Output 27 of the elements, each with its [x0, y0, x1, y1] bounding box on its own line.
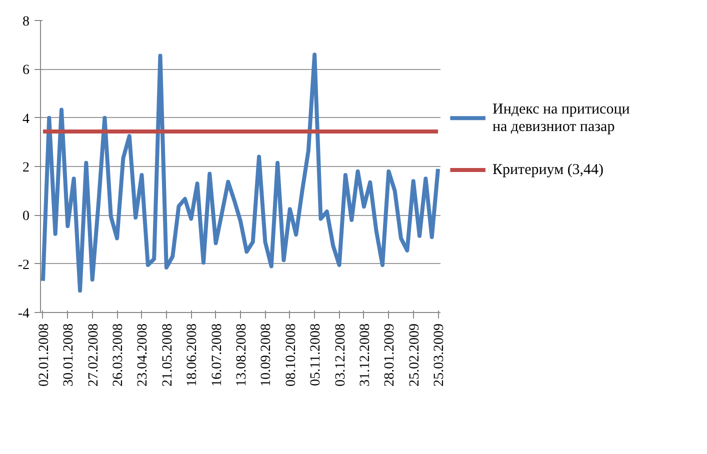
y-tick-label: 8 — [22, 14, 30, 30]
x-tick-label: 26.03.2008 — [111, 324, 126, 386]
x-tick-label: 02.01.2008 — [36, 324, 52, 386]
x-tick-label: 28.01.2009 — [382, 324, 398, 386]
line-series — [40, 52, 440, 293]
x-tick-label: 10.09.2008 — [259, 324, 274, 386]
y-tick-label: -2 — [18, 258, 30, 273]
x-tick-label: 18.06.2008 — [185, 324, 200, 386]
x-tick-label: 31.12.2008 — [358, 324, 373, 386]
legend-label: Индекс на притисоци на девизниот пазар — [492, 101, 630, 135]
y-tick-label: 0 — [22, 209, 30, 224]
x-tick-label: 03.12.2008 — [333, 324, 348, 386]
x-tick-label: 25.03.2009 — [432, 324, 448, 386]
legend-label: Критериум (3,44) — [492, 162, 604, 178]
x-tick-label: 30.01.2008 — [62, 324, 77, 386]
x-tick-label: 05.11.2008 — [308, 323, 324, 386]
x-tick-label: 25.02.2009 — [407, 324, 422, 386]
x-tick-label: 21.05.2008 — [160, 324, 176, 386]
y-tick-label: -4 — [18, 306, 30, 322]
y-tick-label: 6 — [22, 63, 30, 78]
x-tick-label: 13.08.2008 — [234, 324, 250, 386]
x-tick-label: 16.07.2008 — [210, 324, 225, 386]
x-tick-label: 23.04.2008 — [136, 324, 151, 386]
y-tick-label: 2 — [22, 160, 30, 176]
y-tick-label: 4 — [22, 112, 30, 127]
x-tick-label: 27.02.2008 — [86, 324, 102, 386]
x-tick-label: 08.10.2008 — [284, 324, 299, 386]
